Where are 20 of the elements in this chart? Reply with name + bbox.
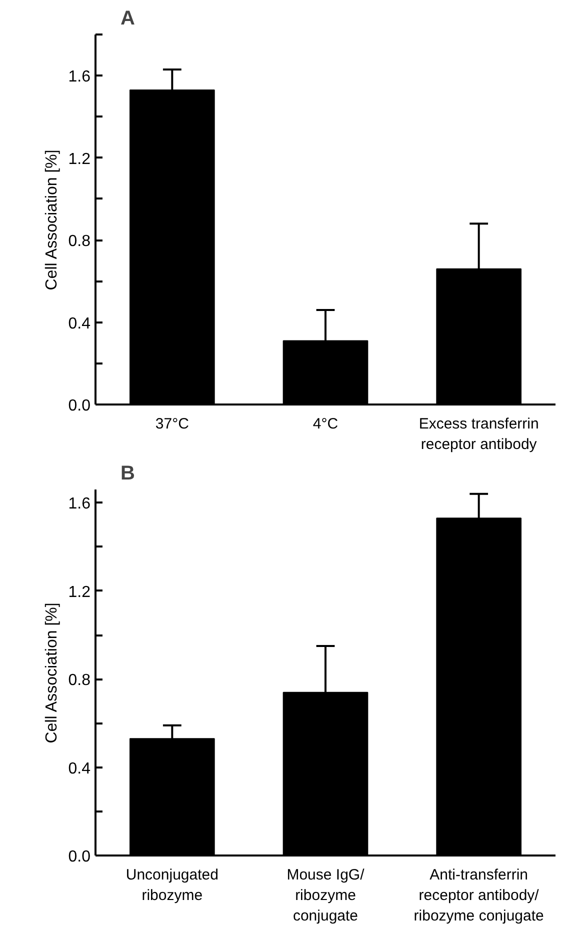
y-axis-title: Cell Association [%] [43, 150, 60, 290]
y-tick-label: 0.0 [68, 848, 91, 866]
y-tick-label: 0.4 [68, 315, 91, 332]
y-tick-label: 1.6 [68, 68, 91, 86]
y-tick-label: 1.2 [68, 584, 91, 601]
y-tick-label: 0.0 [68, 398, 91, 414]
y-tick-label: 1.2 [68, 150, 91, 168]
x-tick-label: Anti-transferrin receptor antibody/ ribozyme conjugate [414, 866, 544, 924]
y-axis-title: Cell Association [%] [43, 602, 60, 744]
chart-title: A [120, 8, 135, 30]
y-tick-label: 0.4 [68, 760, 91, 778]
y-tick-label: 0.8 [68, 233, 91, 250]
x-tick-label: Excess transferrin receptor antibody [418, 416, 539, 453]
x-tick-label: 4°C [312, 416, 338, 432]
x-tick-label: Unconjugated ribozyme [126, 866, 218, 904]
y-tick-label: 1.6 [68, 496, 91, 513]
chart-title: B [120, 462, 135, 484]
x-tick-label: 37°C [155, 416, 190, 432]
y-tick-label: 0.8 [68, 672, 91, 690]
x-tick-label: Mouse IgG/ ribozyme conjugate [286, 866, 366, 924]
